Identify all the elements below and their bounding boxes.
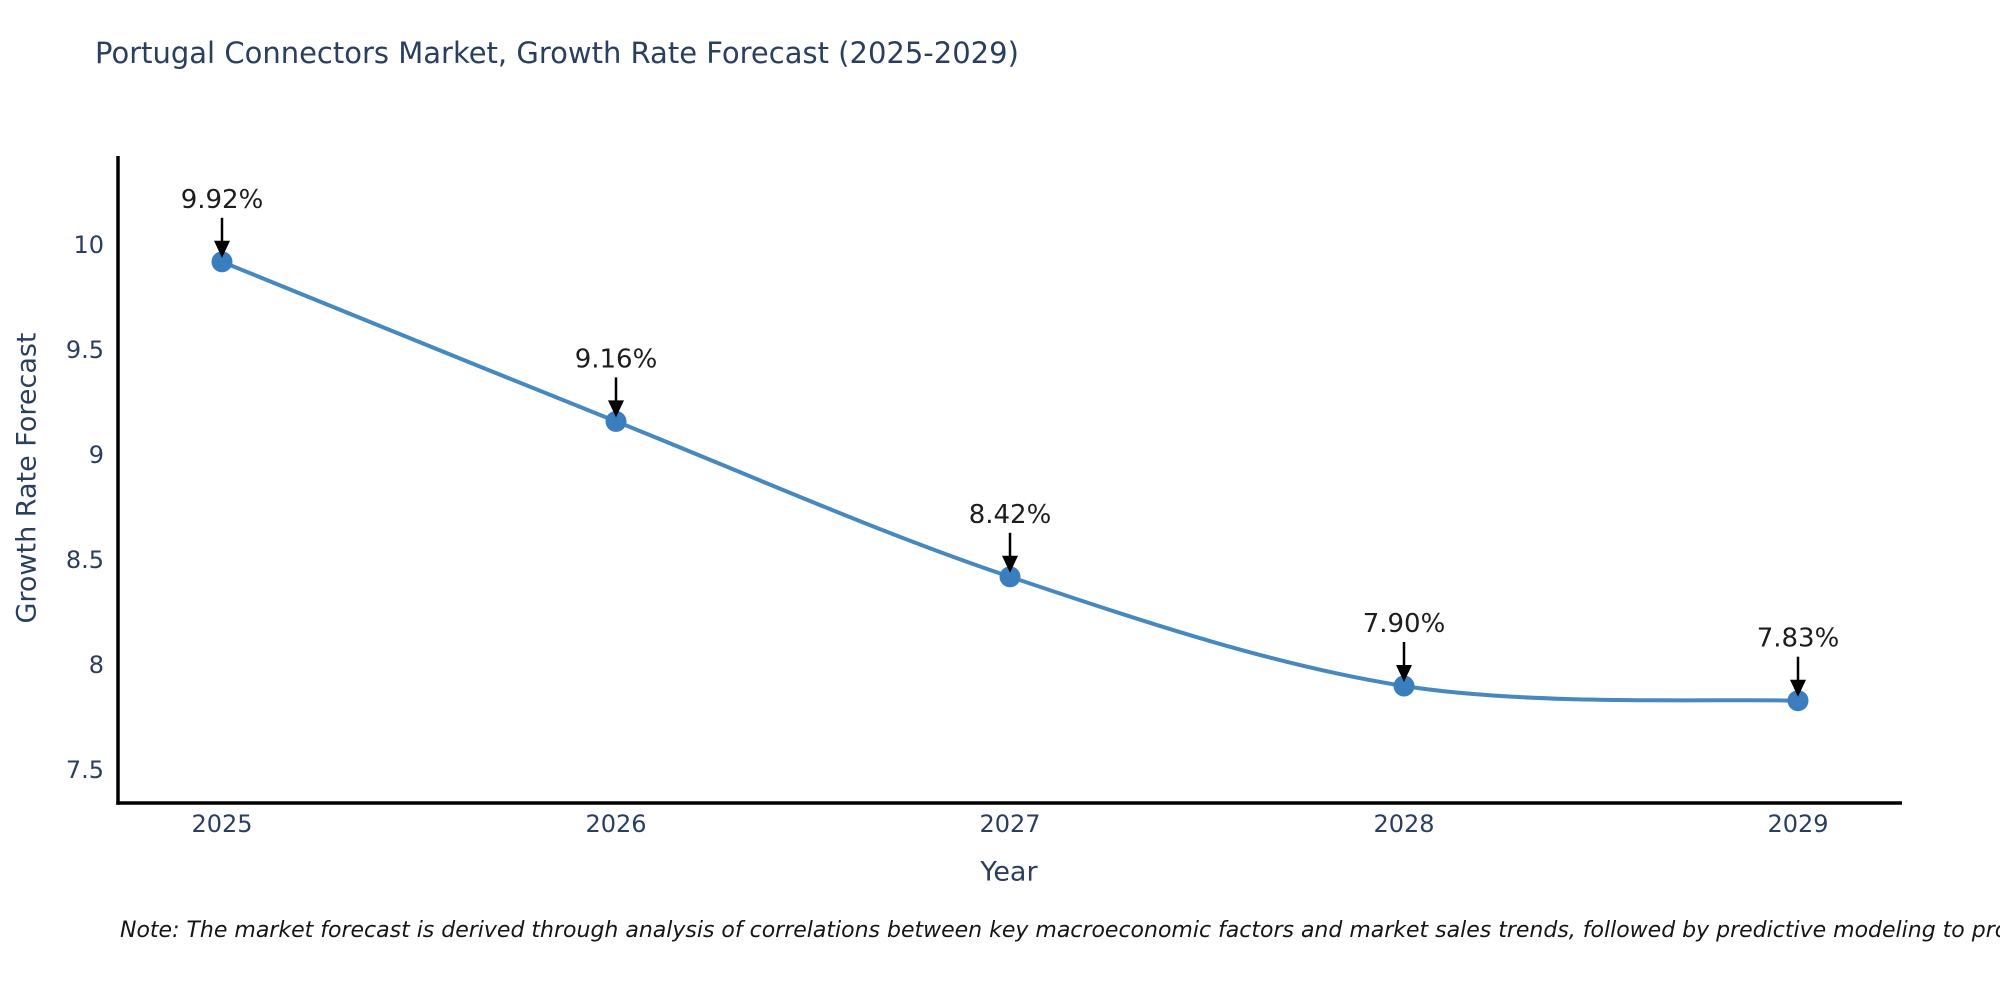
x-tick-label: 2027: [979, 810, 1040, 838]
y-tick-label: 8: [89, 651, 104, 679]
data-point-marker: [211, 251, 233, 273]
chart-title: Portugal Connectors Market, Growth Rate …: [95, 36, 1019, 70]
footnote: Note: The market forecast is derived thr…: [120, 918, 2000, 943]
y-tick-label: 8.5: [66, 546, 104, 574]
x-axis-title: Year: [980, 856, 1038, 888]
annotation-label: 9.16%: [575, 344, 658, 374]
y-tick-label: 10: [73, 231, 104, 259]
data-point-marker: [999, 566, 1021, 588]
y-tick-label: 9: [89, 441, 104, 469]
annotation-arrowhead: [1002, 555, 1018, 573]
annotation-arrowhead: [1790, 679, 1806, 697]
y-axis-title: Growth Rate Forecast: [11, 332, 43, 624]
annotation-arrowhead: [214, 240, 230, 258]
x-tick-label: 2025: [191, 810, 252, 838]
y-tick-label: 7.5: [66, 756, 104, 784]
x-tick-label: 2029: [1767, 810, 1828, 838]
data-point-marker: [605, 410, 627, 432]
data-point-marker: [1393, 675, 1415, 697]
annotation-label: 7.90%: [1363, 609, 1446, 639]
x-tick-label: 2026: [585, 810, 646, 838]
annotation-arrowhead: [608, 400, 624, 418]
annotation-label: 8.42%: [969, 500, 1052, 530]
annotation-label: 9.92%: [181, 185, 264, 215]
data-point-marker: [1787, 690, 1809, 712]
y-tick-label: 9.5: [66, 336, 104, 364]
series-line: [220, 259, 1800, 703]
x-tick-label: 2028: [1373, 810, 1434, 838]
annotation-label: 7.83%: [1757, 624, 1840, 654]
annotation-arrowhead: [1396, 665, 1412, 682]
